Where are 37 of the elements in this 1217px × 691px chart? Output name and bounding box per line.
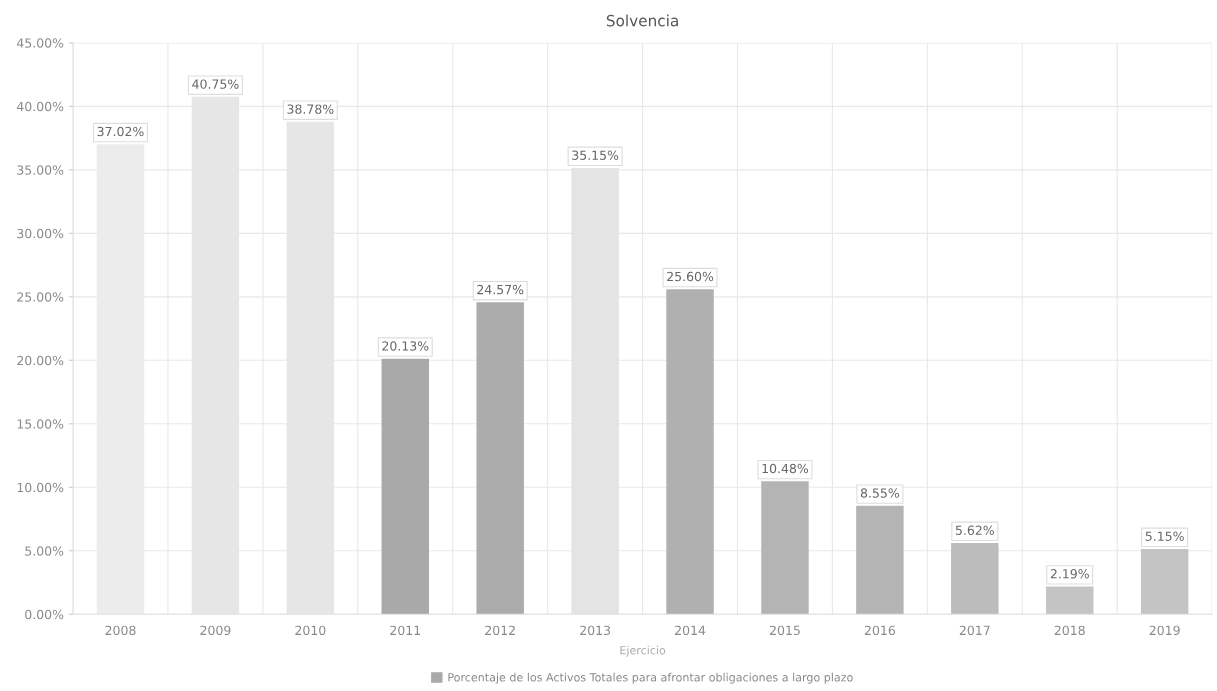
legend-label: Porcentaje de los Activos Totales para afrontar obligaciones a largo plazo [448, 672, 853, 684]
x-tick-label: 2018 [1054, 625, 1085, 636]
x-tick-label: 2010 [295, 625, 326, 636]
y-tick-label: 0.00% [25, 609, 64, 620]
x-tick-label: 2019 [1149, 625, 1180, 636]
y-tick-label: 10.00% [17, 482, 64, 493]
y-tick-label: 15.00% [17, 419, 64, 429]
data-label: 40.75% [192, 79, 239, 89]
y-tick-label: 35.00% [17, 165, 64, 175]
y-tick-label: 40.00% [16, 101, 64, 112]
chart-title: Solvencia [606, 14, 678, 27]
data-label: 10.48% [762, 463, 809, 474]
x-tick-label: 2014 [675, 625, 706, 636]
x-axis-title: Ejercicio [620, 645, 666, 657]
data-label: 5.15% [1145, 531, 1184, 541]
y-tick-label: 45.00% [16, 38, 64, 48]
data-label: 2.19% [1050, 569, 1089, 579]
x-tick-label: 2011 [390, 625, 421, 636]
x-tick-label: 2012 [485, 625, 515, 636]
y-tick-label: 5.00% [25, 546, 64, 556]
x-tick-label: 2015 [769, 625, 800, 636]
x-tick-label: 2013 [580, 625, 611, 636]
y-tick-label: 20.00% [17, 355, 64, 366]
data-label: 35.15% [572, 150, 619, 160]
data-label: 24.57% [477, 284, 524, 295]
data-label: 25.60% [667, 271, 714, 282]
y-tick-label: 25.00% [17, 292, 64, 302]
y-tick-label: 30.00% [17, 228, 64, 239]
x-tick-label: 2017 [959, 625, 990, 636]
data-label: 5.62% [955, 525, 994, 535]
x-tick-label: 2009 [200, 625, 231, 636]
data-label: 37.02% [97, 126, 144, 137]
x-tick-label: 2016 [864, 625, 896, 636]
data-label: 38.78% [287, 104, 334, 114]
x-tick-label: 2008 [105, 625, 136, 636]
data-label: 8.55% [860, 488, 900, 498]
data-label: 20.13% [382, 341, 429, 351]
